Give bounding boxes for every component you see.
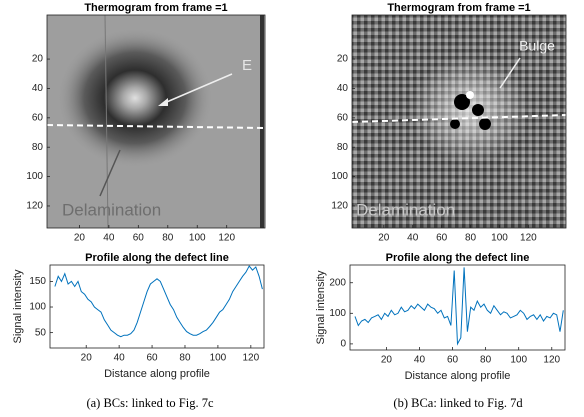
x-tick-label: 100 — [210, 353, 227, 364]
chart-title: Profile along the defect line — [85, 252, 229, 264]
defect-line — [352, 114, 566, 123]
y-tick-label: 120 — [331, 201, 348, 212]
arrow-head — [158, 98, 168, 106]
thermogram-b — [352, 15, 566, 228]
x-tick-label: 20 — [74, 233, 86, 244]
y-axis-label: Signal intensity — [315, 270, 327, 344]
y-tick-label: 0 — [340, 339, 346, 350]
x-tick-label: 20 — [381, 355, 393, 366]
axes-frame — [349, 264, 566, 351]
x-tick-label: 80 — [162, 233, 174, 244]
y-tick-label: 100 — [331, 171, 348, 182]
profile-line — [54, 265, 263, 338]
x-tick-label: 80 — [480, 355, 492, 366]
y-tick-label: 20 — [32, 54, 44, 65]
y-tick-label: 60 — [32, 112, 44, 123]
y-tick-label: 150 — [29, 276, 46, 287]
x-tick-label: 100 — [189, 233, 206, 244]
x-tick-label: 60 — [436, 233, 448, 244]
spot — [472, 104, 484, 116]
annotation: Delamination — [62, 200, 161, 219]
profile-line — [354, 267, 564, 346]
arrow — [499, 57, 521, 89]
x-tick-label: 100 — [510, 355, 527, 366]
pointer — [99, 149, 121, 197]
y-tick-label: 50 — [35, 327, 47, 338]
x-tick-label: 120 — [520, 233, 537, 244]
chart-title: Profile along the defect line — [386, 252, 530, 264]
y-tick-label: 60 — [337, 112, 349, 123]
y-tick-label: 80 — [337, 142, 349, 153]
axes-frame — [49, 264, 265, 349]
x-tick-label: 20 — [378, 233, 390, 244]
axes-frame — [46, 14, 266, 229]
y-axis-label: Signal intensity — [12, 269, 24, 343]
plot-area — [50, 265, 264, 348]
annotation: E — [242, 57, 252, 74]
y-tick-label: 40 — [337, 83, 349, 94]
x-tick-label: 40 — [103, 233, 115, 244]
y-tick-label: 100 — [329, 308, 346, 319]
x-tick-label: 40 — [414, 355, 426, 366]
y-tick-label: 120 — [26, 201, 43, 212]
spot — [450, 119, 460, 129]
x-axis-label: Distance along profile — [405, 370, 511, 382]
caption: (b) BCa: linked to Fig. 7d — [393, 396, 523, 410]
chart-title: Thermogram from frame =1 — [387, 2, 530, 14]
y-tick-label: 20 — [337, 54, 349, 65]
y-tick-label: 200 — [329, 277, 346, 288]
x-tick-label: 120 — [218, 233, 235, 244]
axes-frame — [351, 14, 567, 229]
x-tick-label: 60 — [447, 355, 459, 366]
defect-line — [47, 124, 265, 129]
thermogram-a — [47, 15, 265, 228]
x-tick-label: 80 — [179, 353, 191, 364]
defect-ring — [57, 28, 213, 168]
spot — [454, 94, 470, 110]
caption: (a) BCs: linked to Fig. 7c — [86, 396, 214, 410]
x-tick-label: 20 — [81, 353, 93, 364]
x-tick-label: 80 — [465, 233, 477, 244]
streak — [104, 15, 109, 228]
y-tick-label: 40 — [32, 83, 44, 94]
x-tick-label: 60 — [133, 233, 145, 244]
y-tick-label: 100 — [26, 171, 43, 182]
bright-area — [410, 55, 530, 165]
annotation: Delamination — [356, 200, 455, 219]
x-tick-label: 120 — [543, 355, 560, 366]
x-tick-label: 100 — [491, 233, 508, 244]
spot — [466, 91, 474, 99]
x-tick-label: 40 — [114, 353, 126, 364]
annotation: Bulge — [519, 38, 555, 54]
arrow — [161, 73, 233, 105]
y-tick-label: 80 — [32, 142, 44, 153]
y-tick-label: 100 — [29, 302, 46, 313]
chart-title: Thermogram from frame =1 — [84, 2, 227, 14]
x-axis-label: Distance along profile — [104, 368, 210, 380]
x-tick-label: 40 — [407, 233, 419, 244]
x-tick-label: 120 — [242, 353, 259, 364]
spot — [479, 118, 491, 130]
x-tick-label: 60 — [146, 353, 158, 364]
